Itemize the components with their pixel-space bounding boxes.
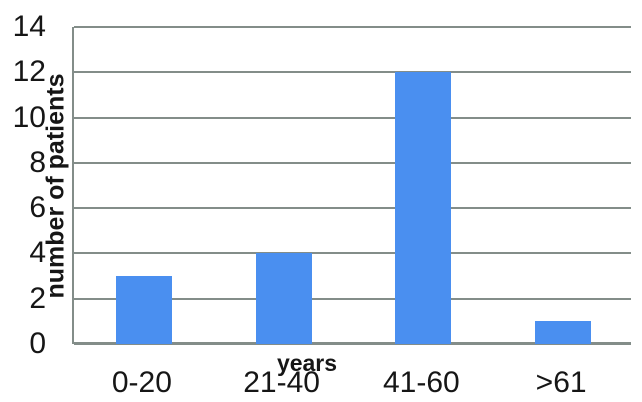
y-tick-label: 10 [12, 100, 46, 134]
gridline [74, 252, 631, 255]
plot-area [72, 26, 631, 345]
gridline [74, 116, 631, 119]
y-tick-label: 4 [29, 236, 46, 270]
bar->61 [535, 321, 592, 344]
y-tick-label: 6 [29, 191, 46, 225]
x-axis-title: years [276, 350, 338, 376]
bar-41-60 [395, 72, 452, 344]
gridline [74, 161, 631, 164]
y-tick-label: 8 [29, 145, 46, 179]
y-tick-label: 0 [29, 327, 46, 360]
gridline [74, 26, 631, 28]
y-tick-label: 12 [12, 55, 46, 89]
bar-21-40 [255, 253, 312, 344]
x-tick-label: 0-20 [111, 366, 172, 399]
x-tick-label: 21-40 [243, 366, 320, 399]
bar-0-20 [115, 276, 172, 344]
y-tick-label: 2 [29, 281, 46, 315]
x-tick-label: 41-60 [383, 366, 460, 399]
gridline [74, 71, 631, 74]
gridline [74, 297, 631, 300]
x-tick-label: >61 [535, 366, 587, 399]
x-axis-ticks: 0-20 21-40 41-60 >61 [72, 366, 631, 402]
y-tick-label: 14 [12, 10, 46, 43]
x-axis-line [74, 342, 631, 345]
gridline [74, 207, 631, 210]
y-axis-ticks: 0 2 4 6 8 10 12 14 [0, 12, 46, 359]
